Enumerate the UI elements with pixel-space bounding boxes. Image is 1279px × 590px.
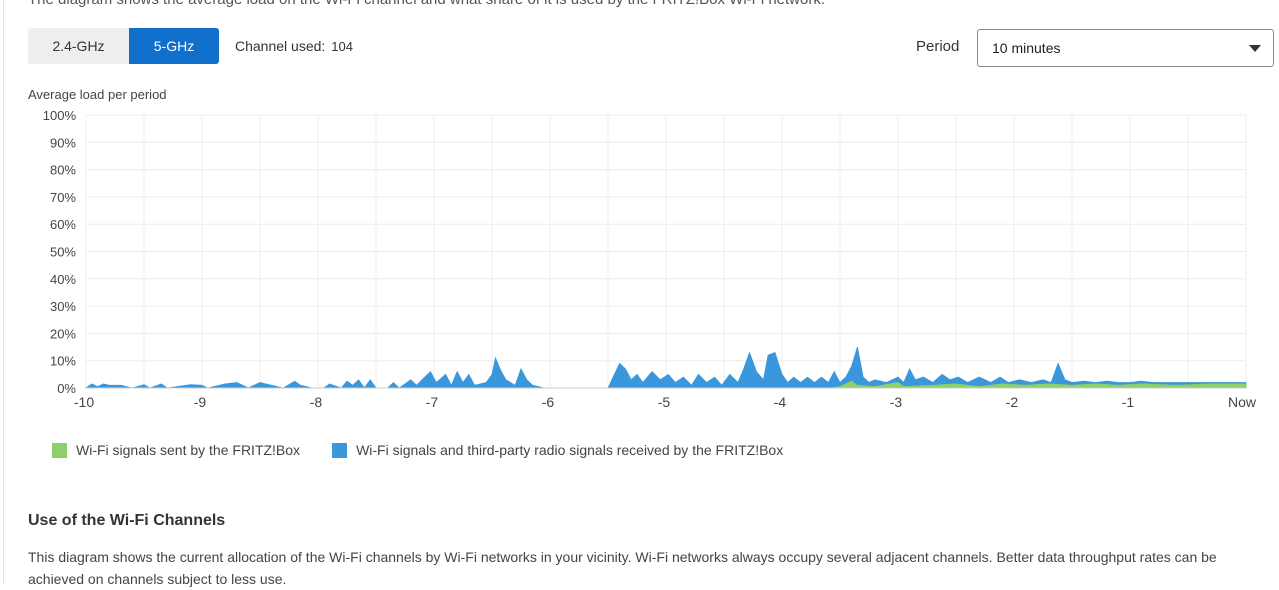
chart-y-tick-label: 30% xyxy=(50,299,76,314)
chart-legend: Wi-Fi signals sent by the FRITZ!Box Wi-F… xyxy=(52,442,783,458)
band-2-4ghz-button[interactable]: 2.4-GHz xyxy=(28,28,129,64)
chart-y-tick-label: 50% xyxy=(50,245,76,260)
chart-x-tick-label: -10 xyxy=(74,394,94,410)
period-select-value: 10 minutes xyxy=(992,40,1061,56)
channel-used-label: Channel used: xyxy=(235,38,326,54)
period-label: Period xyxy=(916,38,960,55)
legend-label-sent: Wi-Fi signals sent by the FRITZ!Box xyxy=(76,442,301,458)
chart-series-received xyxy=(84,346,1247,389)
chart-y-tick-label: 100% xyxy=(43,108,77,123)
legend-item-received: Wi-Fi signals and third-party radio sign… xyxy=(332,442,783,458)
chart-x-tick-label: -9 xyxy=(194,394,207,410)
legend-label-received: Wi-Fi signals and third-party radio sign… xyxy=(356,442,784,458)
chart-y-tick-label: 20% xyxy=(50,326,76,341)
section-description: This diagram shows the current allocatio… xyxy=(28,549,1217,587)
chart-x-tick-label: -5 xyxy=(658,394,671,410)
legend-swatch-sent xyxy=(52,442,67,458)
chart-x-tick-label: Now xyxy=(1228,394,1257,410)
chart-y-axis-title: Average load per period xyxy=(28,87,167,102)
page-left-border xyxy=(3,0,4,585)
channel-used: Channel used: 104 xyxy=(235,38,353,54)
chart-x-tick-label: -2 xyxy=(1006,394,1019,410)
band-5ghz-button[interactable]: 5-GHz xyxy=(129,28,219,64)
chart-x-tick-label: -8 xyxy=(310,394,323,410)
legend-swatch-received xyxy=(332,442,348,458)
chart-x-tick-label: -4 xyxy=(774,394,787,410)
band-toggle: 2.4-GHz 5-GHz xyxy=(28,28,219,64)
chart-x-tick-label: -3 xyxy=(890,394,903,410)
chart-y-tick-label: 70% xyxy=(50,190,76,205)
chart-y-tick-label: 80% xyxy=(50,163,76,178)
chevron-down-icon[interactable] xyxy=(1249,45,1261,52)
chart-y-tick-label: 40% xyxy=(50,272,76,287)
chart-x-tick-label: -1 xyxy=(1122,394,1135,410)
chart-y-tick-label: 60% xyxy=(50,217,76,232)
chart-y-tick-label: 0% xyxy=(57,381,76,396)
chart-y-tick-label: 90% xyxy=(50,135,76,150)
chart-series-sent xyxy=(86,380,1247,389)
chart-y-tick-label: 10% xyxy=(50,354,76,369)
intro-text: The diagram shows the average load on th… xyxy=(28,0,825,8)
channel-used-value: 104 xyxy=(331,39,353,54)
load-chart: 100% 90% 80% 70% 60% 50% 40% 30% 20% 10% 0%-10 -9 -8… xyxy=(43,108,1257,410)
section-title: Use of the Wi-Fi Channels xyxy=(28,512,226,529)
chart-x-tick-label: -6 xyxy=(542,394,555,410)
period-select[interactable]: 10 minutes xyxy=(977,29,1274,67)
legend-item-sent: Wi-Fi signals sent by the FRITZ!Box xyxy=(52,442,300,458)
chart-x-tick-label: -7 xyxy=(426,394,439,410)
